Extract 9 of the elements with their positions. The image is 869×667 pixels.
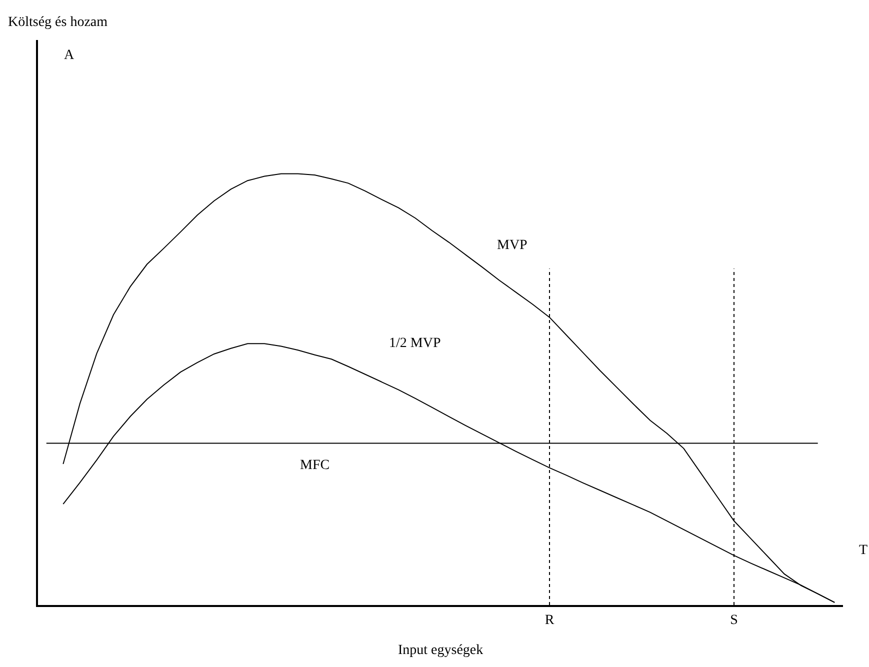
x-axis-title: Input egységek (398, 643, 484, 658)
text: Költség és hozam (8, 15, 108, 30)
series-label: MVP (497, 238, 528, 253)
text: 1/2 MVP (389, 336, 441, 351)
text: T (859, 543, 868, 558)
text: A (64, 48, 75, 63)
series-label: MFC (300, 458, 330, 473)
x-tick-label: S (730, 612, 738, 628)
x-tick-label: R (544, 612, 555, 628)
